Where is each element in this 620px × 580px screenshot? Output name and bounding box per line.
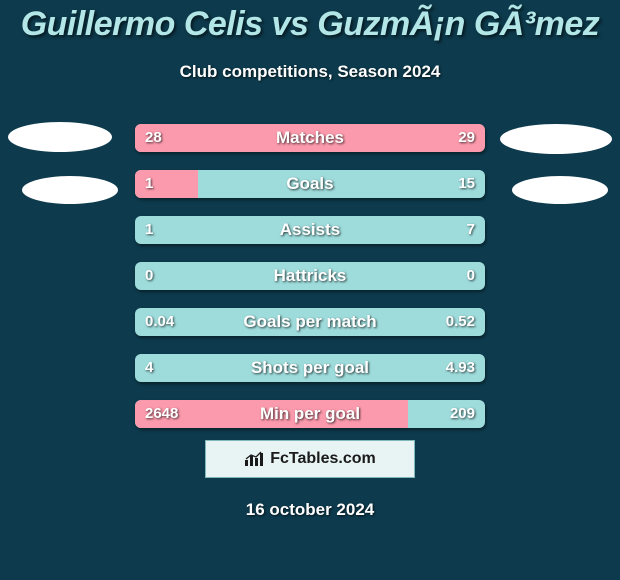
date-line: 16 october 2024 <box>0 500 620 520</box>
stat-row: Goals1 15 <box>135 170 485 198</box>
avatar-oval-3 <box>500 124 612 154</box>
avatar-oval-4 <box>512 176 608 204</box>
source-label: FcTables.com <box>270 450 376 468</box>
avatar-oval-2 <box>22 176 118 204</box>
stat-row: Hattricks0 0 <box>135 262 485 290</box>
stat-value-right: 29 <box>458 124 475 152</box>
stat-label: Matches <box>135 124 485 152</box>
stat-value-left: 0.04 <box>145 308 174 336</box>
stat-label: Hattricks <box>135 262 485 290</box>
stat-label: Min per goal <box>135 400 485 428</box>
avatar-oval-1 <box>8 122 112 152</box>
stats-bars: Matches2829Goals115Assists17Hattricks00G… <box>135 124 485 446</box>
stat-value-right: 7 <box>467 216 475 244</box>
stat-value-left: 1 <box>145 216 153 244</box>
stat-row: Assists1 7 <box>135 216 485 244</box>
bar-chart-icon <box>244 451 264 467</box>
stat-value-left: 4 <box>145 354 153 382</box>
stat-label: Goals <box>135 170 485 198</box>
stat-label: Shots per goal <box>135 354 485 382</box>
stat-label: Assists <box>135 216 485 244</box>
stat-value-right: 0 <box>467 262 475 290</box>
stat-row: Shots per goal4 4.93 <box>135 354 485 382</box>
stat-row: Matches28 29 <box>135 124 485 152</box>
stat-value-right: 209 <box>450 400 475 428</box>
comparison-card: Guillermo Celis vs GuzmÃ¡n GÃ³mez Club c… <box>0 0 620 580</box>
stat-value-left: 2648 <box>145 400 178 428</box>
stat-row: Goals per match0.04 0.52 <box>135 308 485 336</box>
stat-value-left: 28 <box>145 124 162 152</box>
stat-row: Min per goal2648 209 <box>135 400 485 428</box>
stat-value-left: 0 <box>145 262 153 290</box>
stat-value-left: 1 <box>145 170 153 198</box>
stat-value-right: 0.52 <box>446 308 475 336</box>
source-badge: FcTables.com <box>205 440 415 478</box>
stat-value-right: 15 <box>458 170 475 198</box>
page-title: Guillermo Celis vs GuzmÃ¡n GÃ³mez <box>0 5 620 44</box>
subtitle: Club competitions, Season 2024 <box>0 62 620 82</box>
stat-label: Goals per match <box>135 308 485 336</box>
stat-value-right: 4.93 <box>446 354 475 382</box>
